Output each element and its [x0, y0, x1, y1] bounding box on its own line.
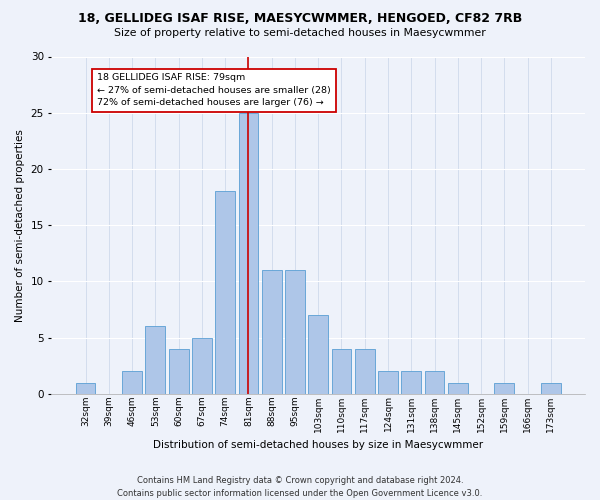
Bar	[122, 372, 142, 394]
Bar	[262, 270, 281, 394]
Bar	[401, 372, 421, 394]
Bar	[355, 349, 374, 394]
Bar	[378, 372, 398, 394]
Bar	[239, 112, 259, 394]
Y-axis label: Number of semi-detached properties: Number of semi-detached properties	[15, 129, 25, 322]
Bar	[215, 192, 235, 394]
Bar	[494, 382, 514, 394]
Bar	[448, 382, 467, 394]
Bar	[145, 326, 165, 394]
Bar	[332, 349, 352, 394]
Text: Contains HM Land Registry data © Crown copyright and database right 2024.
Contai: Contains HM Land Registry data © Crown c…	[118, 476, 482, 498]
Bar	[308, 315, 328, 394]
Bar	[76, 382, 95, 394]
Text: 18, GELLIDEG ISAF RISE, MAESYCWMMER, HENGOED, CF82 7RB: 18, GELLIDEG ISAF RISE, MAESYCWMMER, HEN…	[78, 12, 522, 26]
Bar	[541, 382, 561, 394]
Bar	[425, 372, 445, 394]
X-axis label: Distribution of semi-detached houses by size in Maesycwmmer: Distribution of semi-detached houses by …	[153, 440, 483, 450]
Text: 18 GELLIDEG ISAF RISE: 79sqm
← 27% of semi-detached houses are smaller (28)
72% : 18 GELLIDEG ISAF RISE: 79sqm ← 27% of se…	[97, 74, 331, 108]
Text: Size of property relative to semi-detached houses in Maesycwmmer: Size of property relative to semi-detach…	[114, 28, 486, 38]
Bar	[169, 349, 188, 394]
Bar	[192, 338, 212, 394]
Bar	[285, 270, 305, 394]
